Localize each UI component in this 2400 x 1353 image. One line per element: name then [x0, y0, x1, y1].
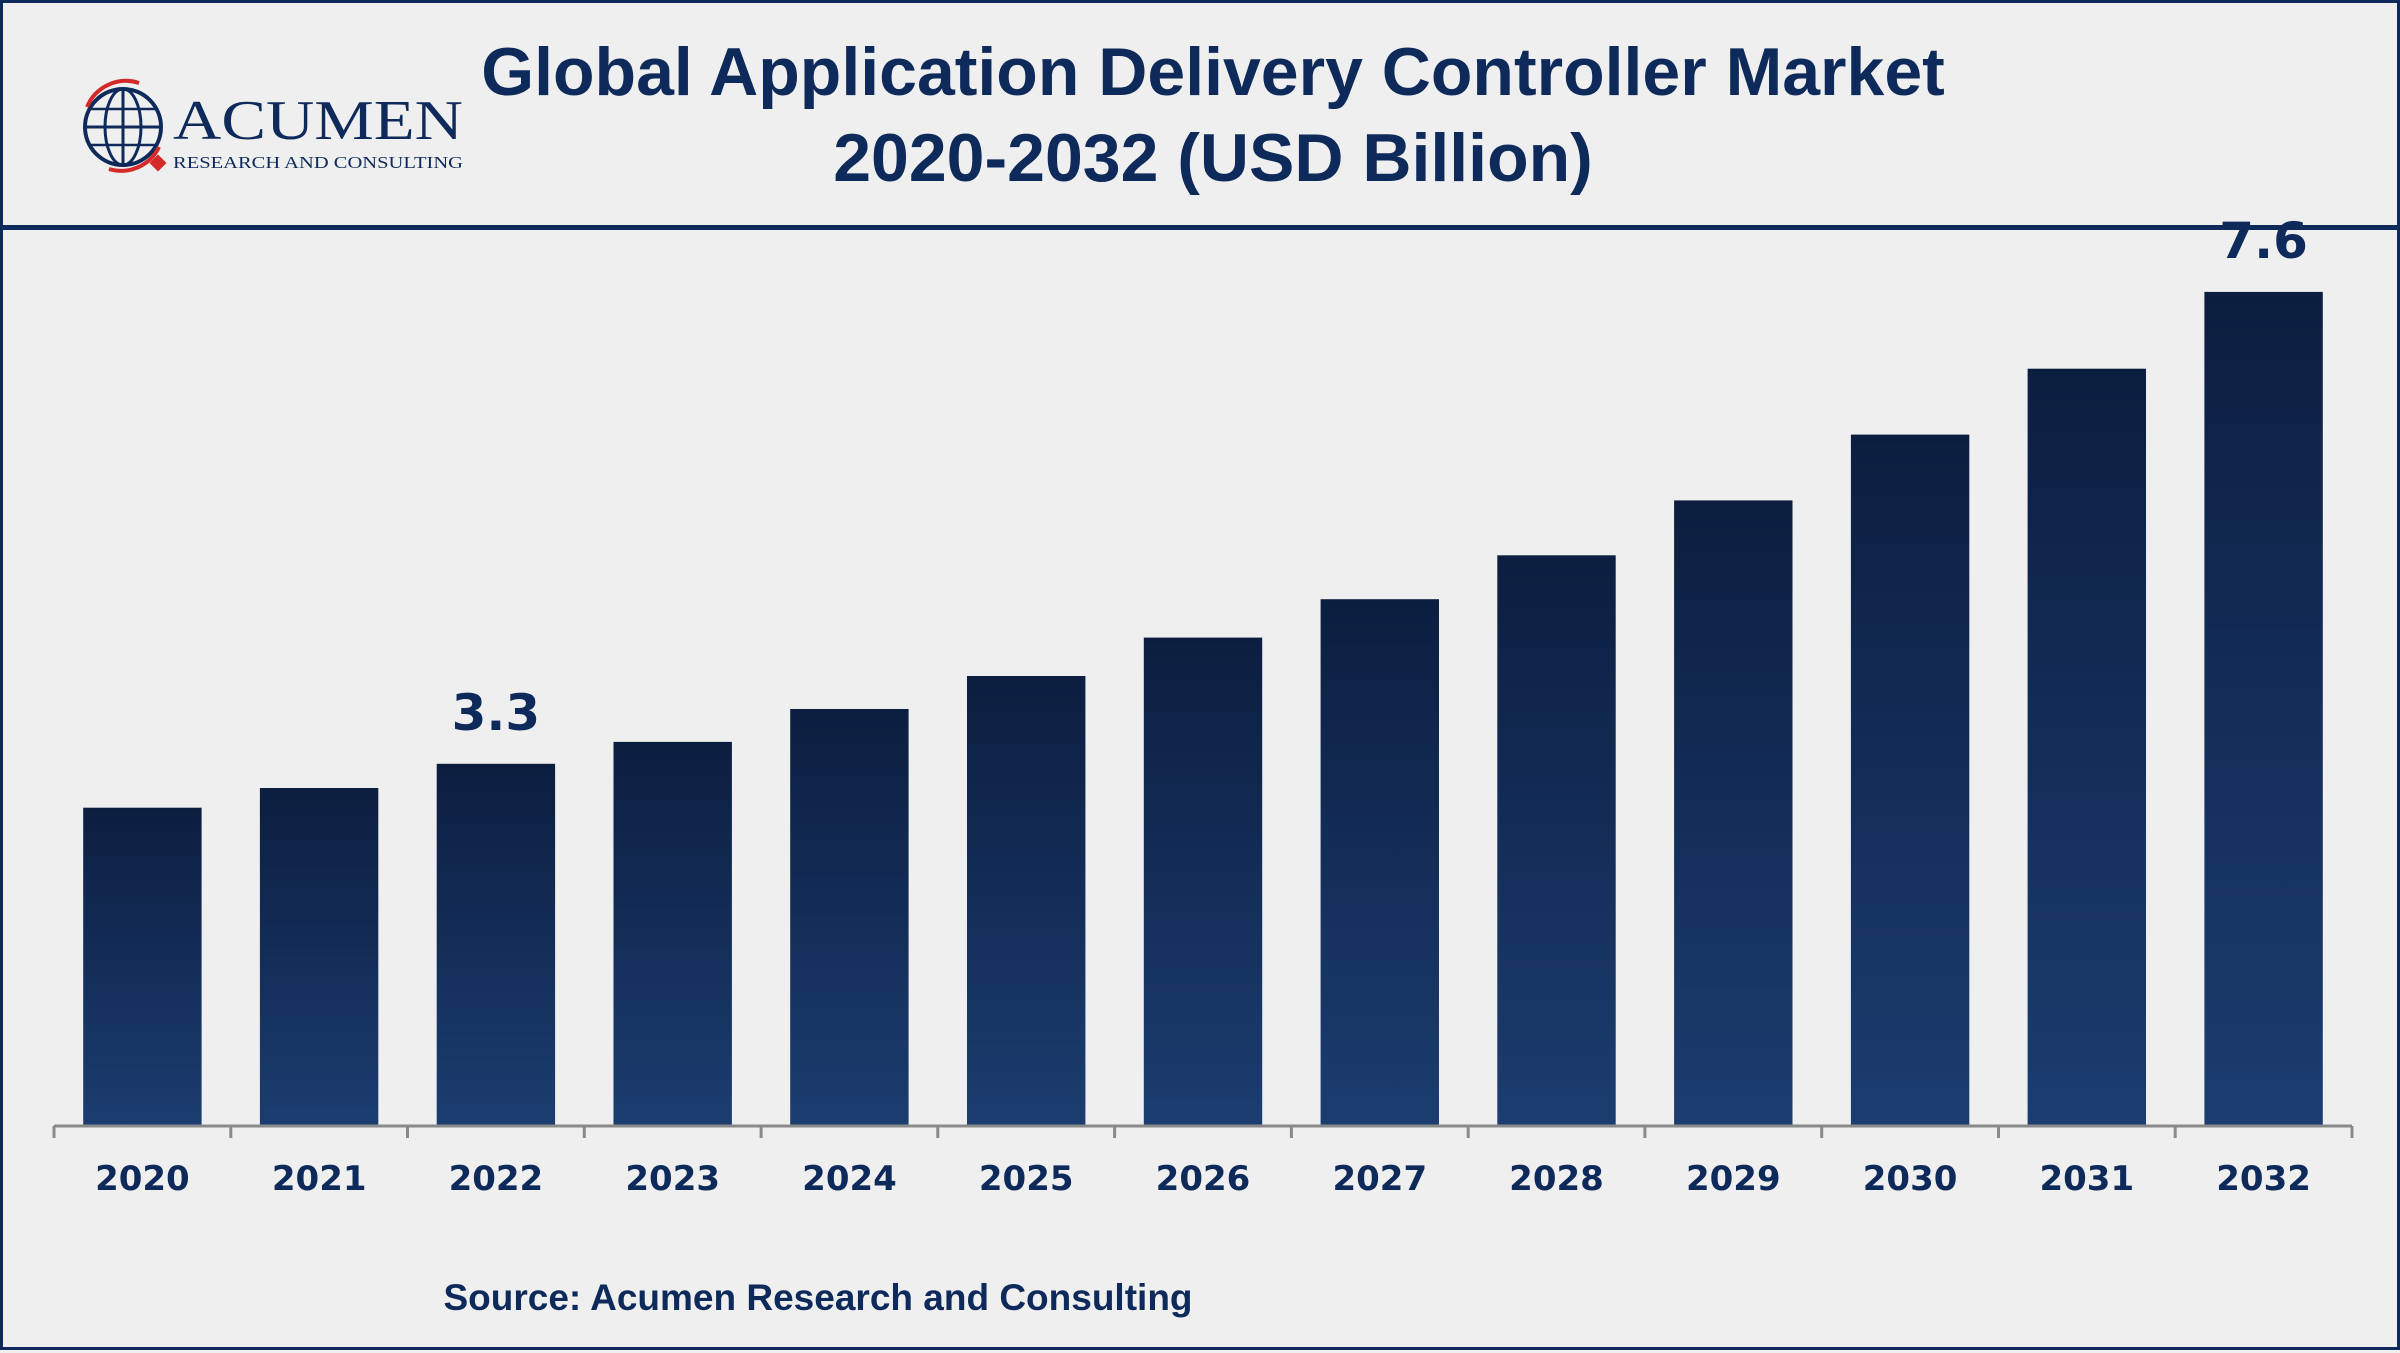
x-tick-label-2020: 2020	[95, 1159, 190, 1199]
chart-title: Global Application Delivery Controller M…	[433, 29, 1993, 201]
x-tick-label-2030: 2030	[1863, 1159, 1958, 1199]
bar-2020	[83, 807, 202, 1126]
bar-2022	[436, 763, 556, 1126]
bar-chart: 2020 2021 2022 2023 2024 2025 2026 2027 2028 2029…	[52, 212, 2354, 1199]
bar-2027	[1320, 599, 1439, 1126]
bar-2024	[790, 709, 909, 1126]
bar-2031	[2027, 368, 2146, 1126]
x-tick-label-2025: 2025	[979, 1159, 1074, 1199]
bar-2023	[613, 741, 732, 1126]
bar-2032	[2204, 291, 2323, 1126]
x-tick-label-2032: 2032	[2216, 1159, 2311, 1199]
labels-layer: 2020 2021 2022 2023 2024 2025 2026 2027 2028 2029…	[95, 212, 2311, 1199]
x-tick-label-2023: 2023	[625, 1159, 720, 1199]
acumen-logo: ACUMEN RESEARCH AND CONSULTING	[83, 78, 463, 173]
x-tick-label-2029: 2029	[1686, 1159, 1781, 1199]
source-note: Source: Acumen Research and Consulting	[443, 1277, 1193, 1318]
data-label-2032: 7.6	[2219, 212, 2308, 270]
logo-tagline: RESEARCH AND CONSULTING	[173, 153, 463, 172]
x-tick-label-2028: 2028	[1509, 1159, 1604, 1199]
bar-2030	[1850, 434, 1970, 1127]
x-tick-label-2031: 2031	[2039, 1159, 2134, 1199]
bar-2026	[1143, 637, 1263, 1126]
x-tick-label-2021: 2021	[272, 1159, 367, 1199]
x-tick-label-2022: 2022	[449, 1159, 544, 1199]
title-line-1: Global Application Delivery Controller M…	[481, 34, 1945, 110]
bar-2028	[1497, 555, 1616, 1126]
header-divider	[3, 225, 2400, 230]
title-line-2: 2020-2032 (USD Billion)	[833, 120, 1593, 196]
bar-2021	[259, 788, 379, 1126]
bars-layer	[83, 291, 2323, 1127]
x-tick-label-2027: 2027	[1332, 1159, 1427, 1199]
x-axis	[52, 1124, 2354, 1138]
x-tick-label-2024: 2024	[802, 1159, 897, 1199]
bar-2025	[967, 676, 1086, 1126]
logo-name: ACUMEN	[173, 90, 463, 152]
x-tick-label-2026: 2026	[1156, 1159, 1251, 1199]
data-label-2022: 3.3	[452, 684, 541, 742]
bar-2029	[1674, 500, 1793, 1126]
